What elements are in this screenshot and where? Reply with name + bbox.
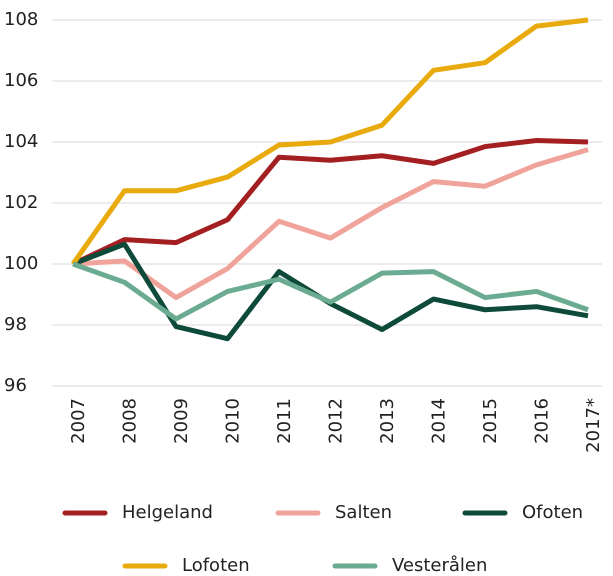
series-line (72, 147, 589, 301)
x-tick-label: 2008 (120, 398, 141, 444)
legend-label: Ofoten (522, 502, 583, 523)
series-line (70, 17, 589, 266)
x-tick-label: 2009 (171, 398, 192, 444)
x-tick-label: 2015 (480, 398, 501, 444)
legend-label: Lofoten (182, 555, 250, 576)
y-tick-label: 106 (4, 70, 38, 91)
x-tick-label: 2010 (223, 398, 244, 444)
x-tick-label: 2016 (532, 398, 553, 444)
legend-label: Vesterålen (392, 555, 487, 576)
x-tick-label: 2014 (429, 398, 450, 444)
x-tick-label: 2017* (583, 398, 604, 453)
y-tick-label: 100 (4, 253, 38, 274)
y-tick-label: 108 (4, 9, 38, 30)
x-tick-label: 2007 (68, 398, 89, 444)
series-line (71, 137, 589, 267)
y-tick-label: 104 (4, 131, 38, 152)
legend-label: Salten (335, 502, 392, 523)
x-tick-label: 2013 (377, 398, 398, 444)
y-tick-label: 102 (4, 192, 38, 213)
y-tick-label: 98 (4, 314, 27, 335)
legend-label: Helgeland (122, 502, 213, 523)
x-tick-label: 2011 (274, 398, 295, 444)
y-tick-label: 96 (4, 375, 27, 396)
series-line (72, 261, 589, 322)
x-tick-label: 2012 (326, 398, 347, 444)
